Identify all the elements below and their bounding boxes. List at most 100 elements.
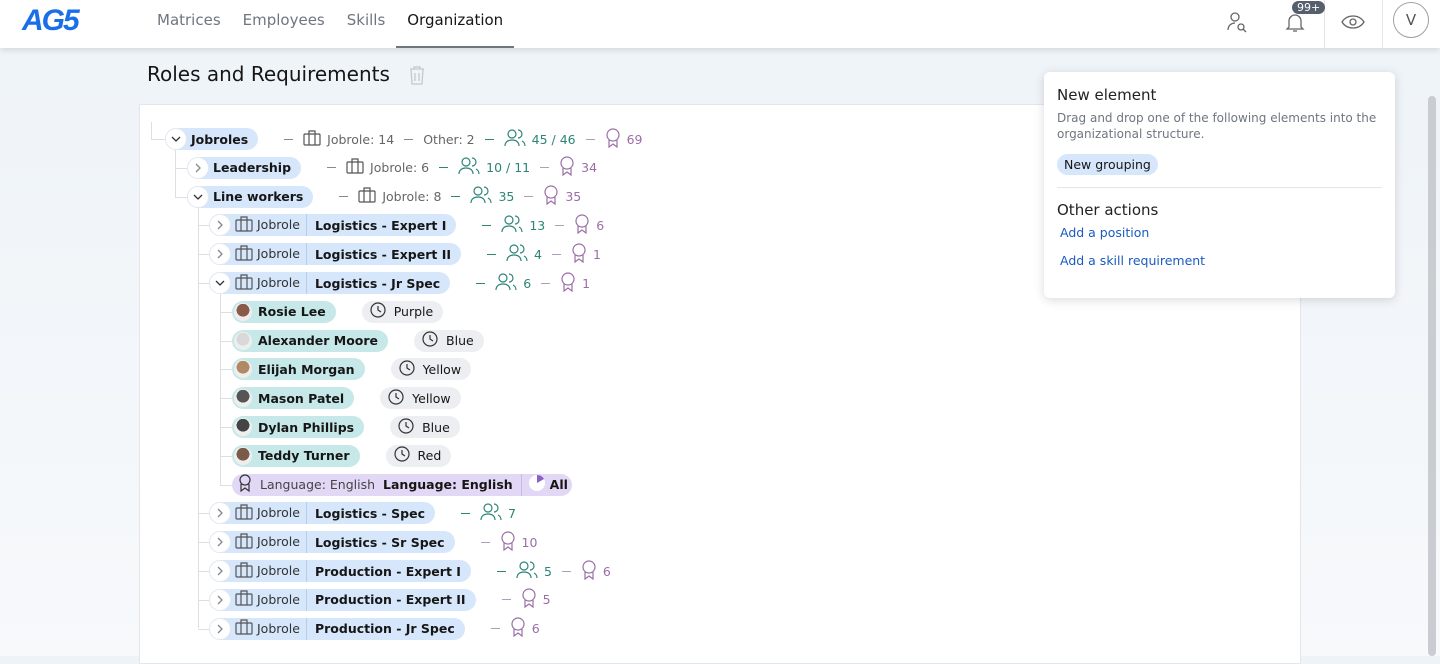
shift-chip[interactable]: Blue — [414, 329, 484, 352]
new-element-panel: New element Drag and drop one of the fol… — [1044, 72, 1395, 298]
award-icon — [560, 271, 576, 295]
clock-icon — [422, 331, 438, 350]
jobrole-type-label: Jobrole — [253, 214, 307, 237]
people-count: 6 — [523, 275, 532, 291]
jobrole-type-label: Jobrole — [253, 588, 307, 611]
employee-pill[interactable]: Mason Patel — [232, 387, 355, 410]
shift-chip[interactable]: Purple — [361, 300, 444, 323]
chevron-down-icon[interactable] — [209, 272, 231, 294]
row-metrics: 7 — [457, 503, 516, 524]
chevron-right-icon[interactable] — [187, 156, 209, 179]
nav-skills[interactable]: Skills — [346, 11, 386, 29]
separator — [327, 167, 337, 169]
user-search-icon[interactable] — [1223, 8, 1251, 36]
jobrole-type-label: Jobrole — [253, 272, 307, 294]
new-grouping-draggable[interactable]: New grouping — [1057, 154, 1158, 175]
employee-name: Rosie Lee — [258, 304, 326, 320]
chevron-down-icon[interactable] — [187, 185, 209, 208]
jobrole-pill[interactable]: Jobrole Logistics - Expert I — [209, 214, 457, 237]
chevron-right-icon[interactable] — [209, 243, 231, 266]
separator — [439, 167, 449, 169]
shift-chip[interactable]: Blue — [390, 416, 460, 438]
jobrole-pill[interactable]: Jobrole Logistics - Jr Spec — [209, 272, 451, 294]
people-count: 4 — [534, 246, 542, 262]
chevron-right-icon[interactable] — [209, 588, 231, 611]
divider — [1324, 0, 1325, 48]
jobrole-pill[interactable]: Jobrole Production - Expert I — [209, 560, 471, 582]
chevron-down-icon[interactable] — [165, 128, 187, 150]
jobrole-name: Production - Jr Spec — [314, 621, 455, 637]
nav-organization[interactable]: Organization — [396, 0, 515, 48]
employee-pill[interactable]: Elijah Morgan — [232, 358, 365, 381]
divider — [1382, 0, 1383, 48]
shift-chip[interactable]: Red — [385, 444, 452, 467]
separator — [555, 224, 565, 226]
chevron-right-icon[interactable] — [209, 617, 231, 640]
employee-pill[interactable]: Alexander Moore — [232, 329, 389, 352]
bell-icon[interactable] — [1281, 8, 1309, 36]
trash-icon[interactable] — [408, 65, 426, 89]
chevron-right-icon[interactable] — [209, 502, 231, 525]
tree-row: Line workers Jobrole: 8 35 35 — [187, 185, 581, 208]
people-icon — [480, 503, 502, 524]
nav-matrices[interactable]: Matrices — [157, 11, 221, 29]
employee-name: Teddy Turner — [258, 448, 350, 464]
award-icon — [510, 617, 526, 640]
employee-pill[interactable]: Teddy Turner — [232, 444, 360, 467]
shift-chip[interactable]: Yellow — [390, 358, 472, 381]
people-count: 7 — [508, 505, 516, 521]
separator — [541, 282, 551, 284]
other-actions-title: Other actions — [1057, 201, 1159, 219]
people-icon — [506, 244, 528, 265]
shift-chip[interactable]: Yellow — [380, 387, 461, 410]
shift-label: Yellow — [422, 361, 462, 377]
jobrole-pill[interactable]: Jobrole Logistics - Expert II — [209, 243, 462, 266]
tree-line — [151, 122, 152, 140]
briefcase-icon — [235, 245, 253, 264]
tree-line — [198, 254, 209, 256]
skill-requirement-pill[interactable]: Language: English Language: English All — [232, 473, 572, 496]
briefcase-icon — [235, 533, 253, 552]
award-icon — [238, 474, 252, 495]
tree-row: Jobrole Logistics - Spec 7 — [209, 502, 516, 525]
nav-employees[interactable]: Employees — [242, 11, 325, 29]
chevron-right-icon[interactable] — [209, 531, 231, 554]
chevron-right-icon[interactable] — [209, 214, 231, 237]
tree-line — [220, 311, 232, 313]
award-icon — [605, 127, 621, 151]
separator — [524, 196, 534, 198]
employee-pill[interactable]: Rosie Lee — [232, 300, 336, 323]
employee-pill[interactable]: Dylan Phillips — [232, 416, 365, 438]
grouping-pill[interactable]: Jobroles — [165, 128, 259, 150]
tree-line — [198, 599, 209, 601]
briefcase-icon — [235, 590, 253, 609]
user-avatar[interactable]: V — [1393, 2, 1429, 38]
separator — [561, 570, 571, 572]
ag5-logo[interactable]: AG5 — [22, 4, 80, 37]
chevron-right-icon[interactable] — [209, 560, 231, 582]
jobrole-pill[interactable]: Jobrole Production - Expert II — [209, 588, 476, 611]
add-skill-requirement-link[interactable]: Add a skill requirement — [1060, 253, 1206, 268]
add-position-link[interactable]: Add a position — [1060, 225, 1150, 240]
employee-name: Alexander Moore — [258, 333, 379, 349]
eye-icon[interactable] — [1339, 8, 1367, 36]
people-count: 35 — [498, 189, 515, 205]
tree-line — [220, 369, 232, 371]
tree-row: Jobrole Logistics - Expert I 13 6 — [209, 214, 604, 237]
people-count: 10 / 11 — [486, 160, 531, 176]
jobrole-type-label: Jobrole — [253, 531, 307, 554]
main-nav: Matrices Employees Skills Organization — [146, 0, 515, 48]
briefcase-icon — [346, 158, 364, 177]
jobrole-pill[interactable]: Jobrole Production - Jr Spec — [209, 617, 465, 640]
jobrole-pill[interactable]: Jobrole Logistics - Sr Spec — [209, 531, 455, 554]
award-icon — [571, 243, 587, 266]
jobrole-pill[interactable]: Jobrole Logistics - Spec — [209, 502, 436, 525]
grouping-pill[interactable]: Line workers — [187, 185, 314, 208]
clock-icon — [370, 302, 386, 321]
employee-name: Elijah Morgan — [258, 361, 355, 377]
award-icon — [574, 214, 590, 237]
people-count: 45 / 46 — [531, 131, 576, 147]
grouping-pill[interactable]: Leadership — [187, 156, 302, 179]
scrollbar[interactable] — [1428, 96, 1436, 656]
